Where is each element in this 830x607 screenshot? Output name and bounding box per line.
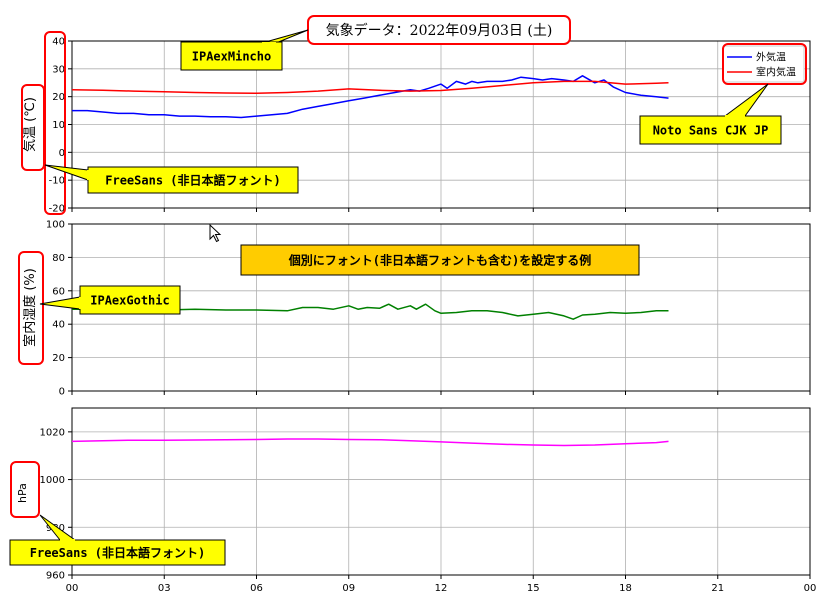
callout-example: 個別にフォント(非日本語フォントも含む)を設定する例 xyxy=(240,244,640,276)
callout-text: IPAexMincho xyxy=(192,50,271,64)
chart-panel-3: 96098010001020000306091215182100hPa xyxy=(16,407,817,594)
y-tick-label: 1020 xyxy=(40,427,65,438)
series-line-外気温 xyxy=(72,75,669,119)
y-tick-label: 0 xyxy=(59,387,65,398)
callout-box xyxy=(9,539,226,566)
series-line-室内気温 xyxy=(71,80,669,95)
y-axis-label: 気温 (℃) xyxy=(22,97,38,152)
y-tick-label: 20 xyxy=(52,92,65,103)
x-tick-label: 12 xyxy=(435,583,448,594)
y-tick-label: 1000 xyxy=(40,475,65,486)
x-tick-label: 06 xyxy=(250,583,263,594)
y-tick-label: 10 xyxy=(52,120,65,131)
legend-entry: 外気温 xyxy=(756,51,786,64)
callout-pointer xyxy=(39,296,81,310)
ylabel-highlight-3 xyxy=(10,461,40,518)
y-tick-label: 60 xyxy=(52,286,65,297)
y-axis-label: hPa xyxy=(16,483,29,503)
x-tick-label: 15 xyxy=(527,583,540,594)
x-tick-label: 00 xyxy=(804,583,817,594)
y-tick-label: -20 xyxy=(49,204,65,215)
y-tick-label: 30 xyxy=(52,64,65,75)
callout-pointer xyxy=(723,83,769,117)
x-tick-label: 03 xyxy=(158,583,171,594)
mouse-cursor-icon xyxy=(209,223,222,243)
x-tick-label: 00 xyxy=(66,583,79,594)
series-line-panel3-series1 xyxy=(71,438,669,447)
y-tick-label: 40 xyxy=(52,37,65,48)
y-tick-label: 100 xyxy=(46,220,65,231)
callout-text: 個別にフォント(非日本語フォントも含む)を設定する例 xyxy=(288,253,591,268)
callout-freesans-2: FreeSans (非日本語フォント) xyxy=(9,514,226,566)
chart-title: 気象データ：2022年09月03日 (土) xyxy=(326,22,553,39)
y-tick-label: 20 xyxy=(52,353,65,364)
ylabel-highlight-1 xyxy=(21,84,45,171)
x-tick-label: 21 xyxy=(711,583,724,594)
callout-box xyxy=(79,285,181,315)
callout-box xyxy=(240,244,640,276)
series-line-panel2-series1 xyxy=(72,303,669,320)
legend-entry: 室内気温 xyxy=(756,66,796,79)
callout-noto: Noto Sans CJK JP xyxy=(639,83,782,145)
callout-mincho: IPAexMincho xyxy=(180,29,309,71)
callout-box xyxy=(180,41,283,71)
x-tick-label: 18 xyxy=(619,583,632,594)
ylabel-highlight-2 xyxy=(18,251,44,365)
y-tick-label: 80 xyxy=(52,253,65,264)
callout-freesans-1: FreeSans (非日本語フォント) xyxy=(44,164,299,194)
y-axis-label: 室内湿度 (%) xyxy=(22,268,38,347)
callout-gothic: IPAexGothic xyxy=(39,285,181,315)
y-tick-label: 960 xyxy=(46,571,65,582)
callout-box xyxy=(639,115,782,145)
y-tick-label: -10 xyxy=(49,176,65,187)
x-tick-label: 09 xyxy=(342,583,355,594)
y-tick-label: 0 xyxy=(59,148,65,159)
y-tick-label: 40 xyxy=(52,320,65,331)
callout-text: FreeSans (非日本語フォント) xyxy=(105,173,280,188)
callout-text: IPAexGothic xyxy=(90,294,169,308)
legend-highlight xyxy=(722,43,807,85)
callout-text: Noto Sans CJK JP xyxy=(653,124,769,138)
callout-text: FreeSans (非日本語フォント) xyxy=(30,545,205,560)
